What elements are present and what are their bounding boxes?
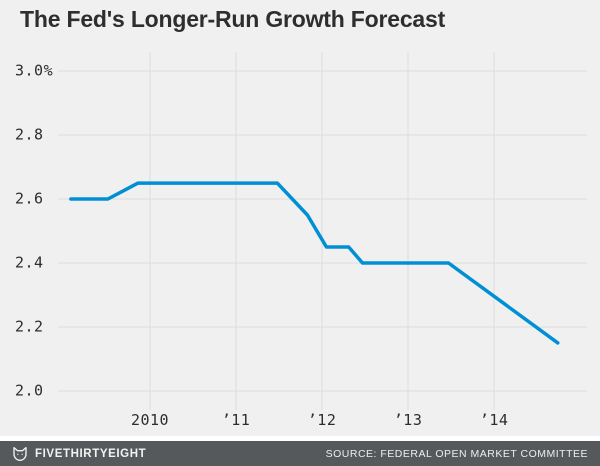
x-tick-label: ’12	[307, 411, 337, 429]
y-tick-label: 2.6	[15, 189, 44, 208]
y-tick-label: 3.0%	[15, 61, 54, 80]
chart-background	[0, 0, 600, 436]
y-tick-label: 2.2	[15, 317, 44, 336]
y-tick-label: 2.4	[15, 253, 44, 272]
y-tick-label: 2.0	[15, 381, 44, 400]
x-tick-label: ’11	[221, 411, 251, 429]
forecast-line	[69, 181, 560, 345]
x-tick-label: ’14	[479, 411, 509, 429]
x-tick-label: 2010	[130, 411, 170, 429]
line-chart	[58, 52, 587, 410]
y-tick-label: 2.8	[15, 125, 44, 144]
footer-bar: FIVETHIRTYEIGHT SOURCE: FEDERAL OPEN MAR…	[0, 441, 600, 466]
x-tick-label: ’13	[393, 411, 423, 429]
chart-title: The Fed's Longer-Run Growth Forecast	[20, 6, 446, 32]
fox-icon	[12, 446, 28, 462]
brand-label: FIVETHIRTYEIGHT	[35, 447, 147, 460]
brand: FIVETHIRTYEIGHT	[12, 446, 146, 462]
plot-area: 3.0% 2.8 2.6 2.4 2.2 2.0 2010 ’11 ’12 ’13 ’14	[15, 52, 587, 429]
source-label: SOURCE: FEDERAL OPEN MARKET COMMITTEE	[325, 447, 588, 460]
